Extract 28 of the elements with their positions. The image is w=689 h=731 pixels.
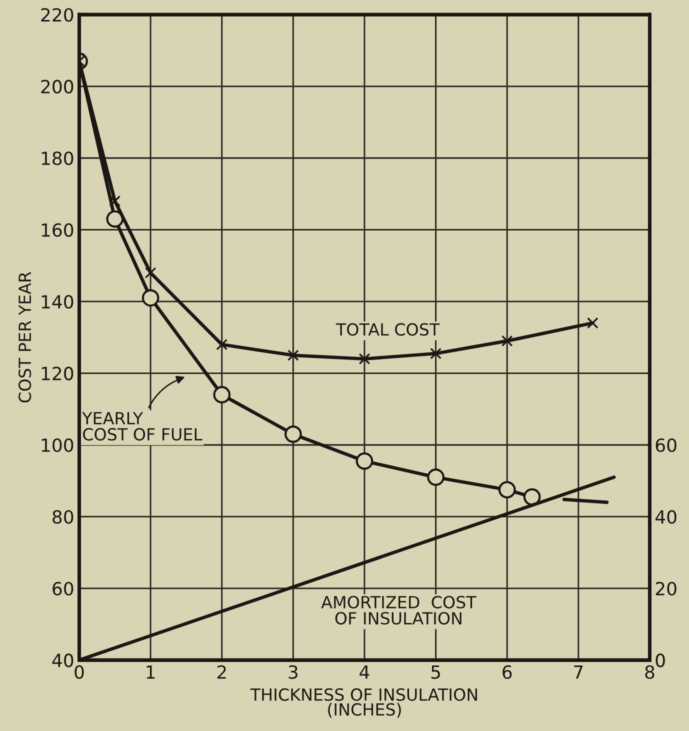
x-tick-label: 5 xyxy=(431,666,440,679)
y-tick-label: 40 xyxy=(52,654,74,668)
y-tick-label: 140 xyxy=(42,294,74,309)
annotation: YEARLY COST OF FUEL xyxy=(82,412,202,441)
y-axis-title: COST PER YEAR xyxy=(18,272,32,402)
x-tick-label: 7 xyxy=(574,666,583,679)
y-tick-label: 80 xyxy=(52,510,74,524)
x-tick-label: 4 xyxy=(360,666,370,679)
x-tick-label: 6 xyxy=(502,665,512,679)
y-tick-label: 160 xyxy=(42,223,74,237)
x-tick-label: 1 xyxy=(146,666,155,679)
x-axis-title: THICKNESS OF INSULATION (INCHES) xyxy=(250,688,477,718)
y-tick-label: 60 xyxy=(52,582,74,596)
x-tick-label: 3 xyxy=(288,665,298,679)
annotation: AMORTIZED COST OF INSULATION xyxy=(321,596,476,625)
y-tick-label: 200 xyxy=(41,80,74,94)
annotation: TOTAL COST xyxy=(336,323,440,336)
y2-tick-label: 0 xyxy=(656,654,665,668)
y2-tick-label: 60 xyxy=(656,438,676,452)
x-tick-label: 8 xyxy=(645,665,654,679)
y-tick-label: 220 xyxy=(41,8,74,22)
y-tick-label: 100 xyxy=(42,438,74,452)
y2-tick-label: 40 xyxy=(655,510,676,524)
x-tick-label: 0 xyxy=(74,665,84,679)
x-tick-label: 2 xyxy=(217,665,226,679)
y-tick-label: 180 xyxy=(42,152,74,166)
y2-tick-label: 20 xyxy=(656,582,676,596)
y-tick-label: 120 xyxy=(42,366,74,380)
